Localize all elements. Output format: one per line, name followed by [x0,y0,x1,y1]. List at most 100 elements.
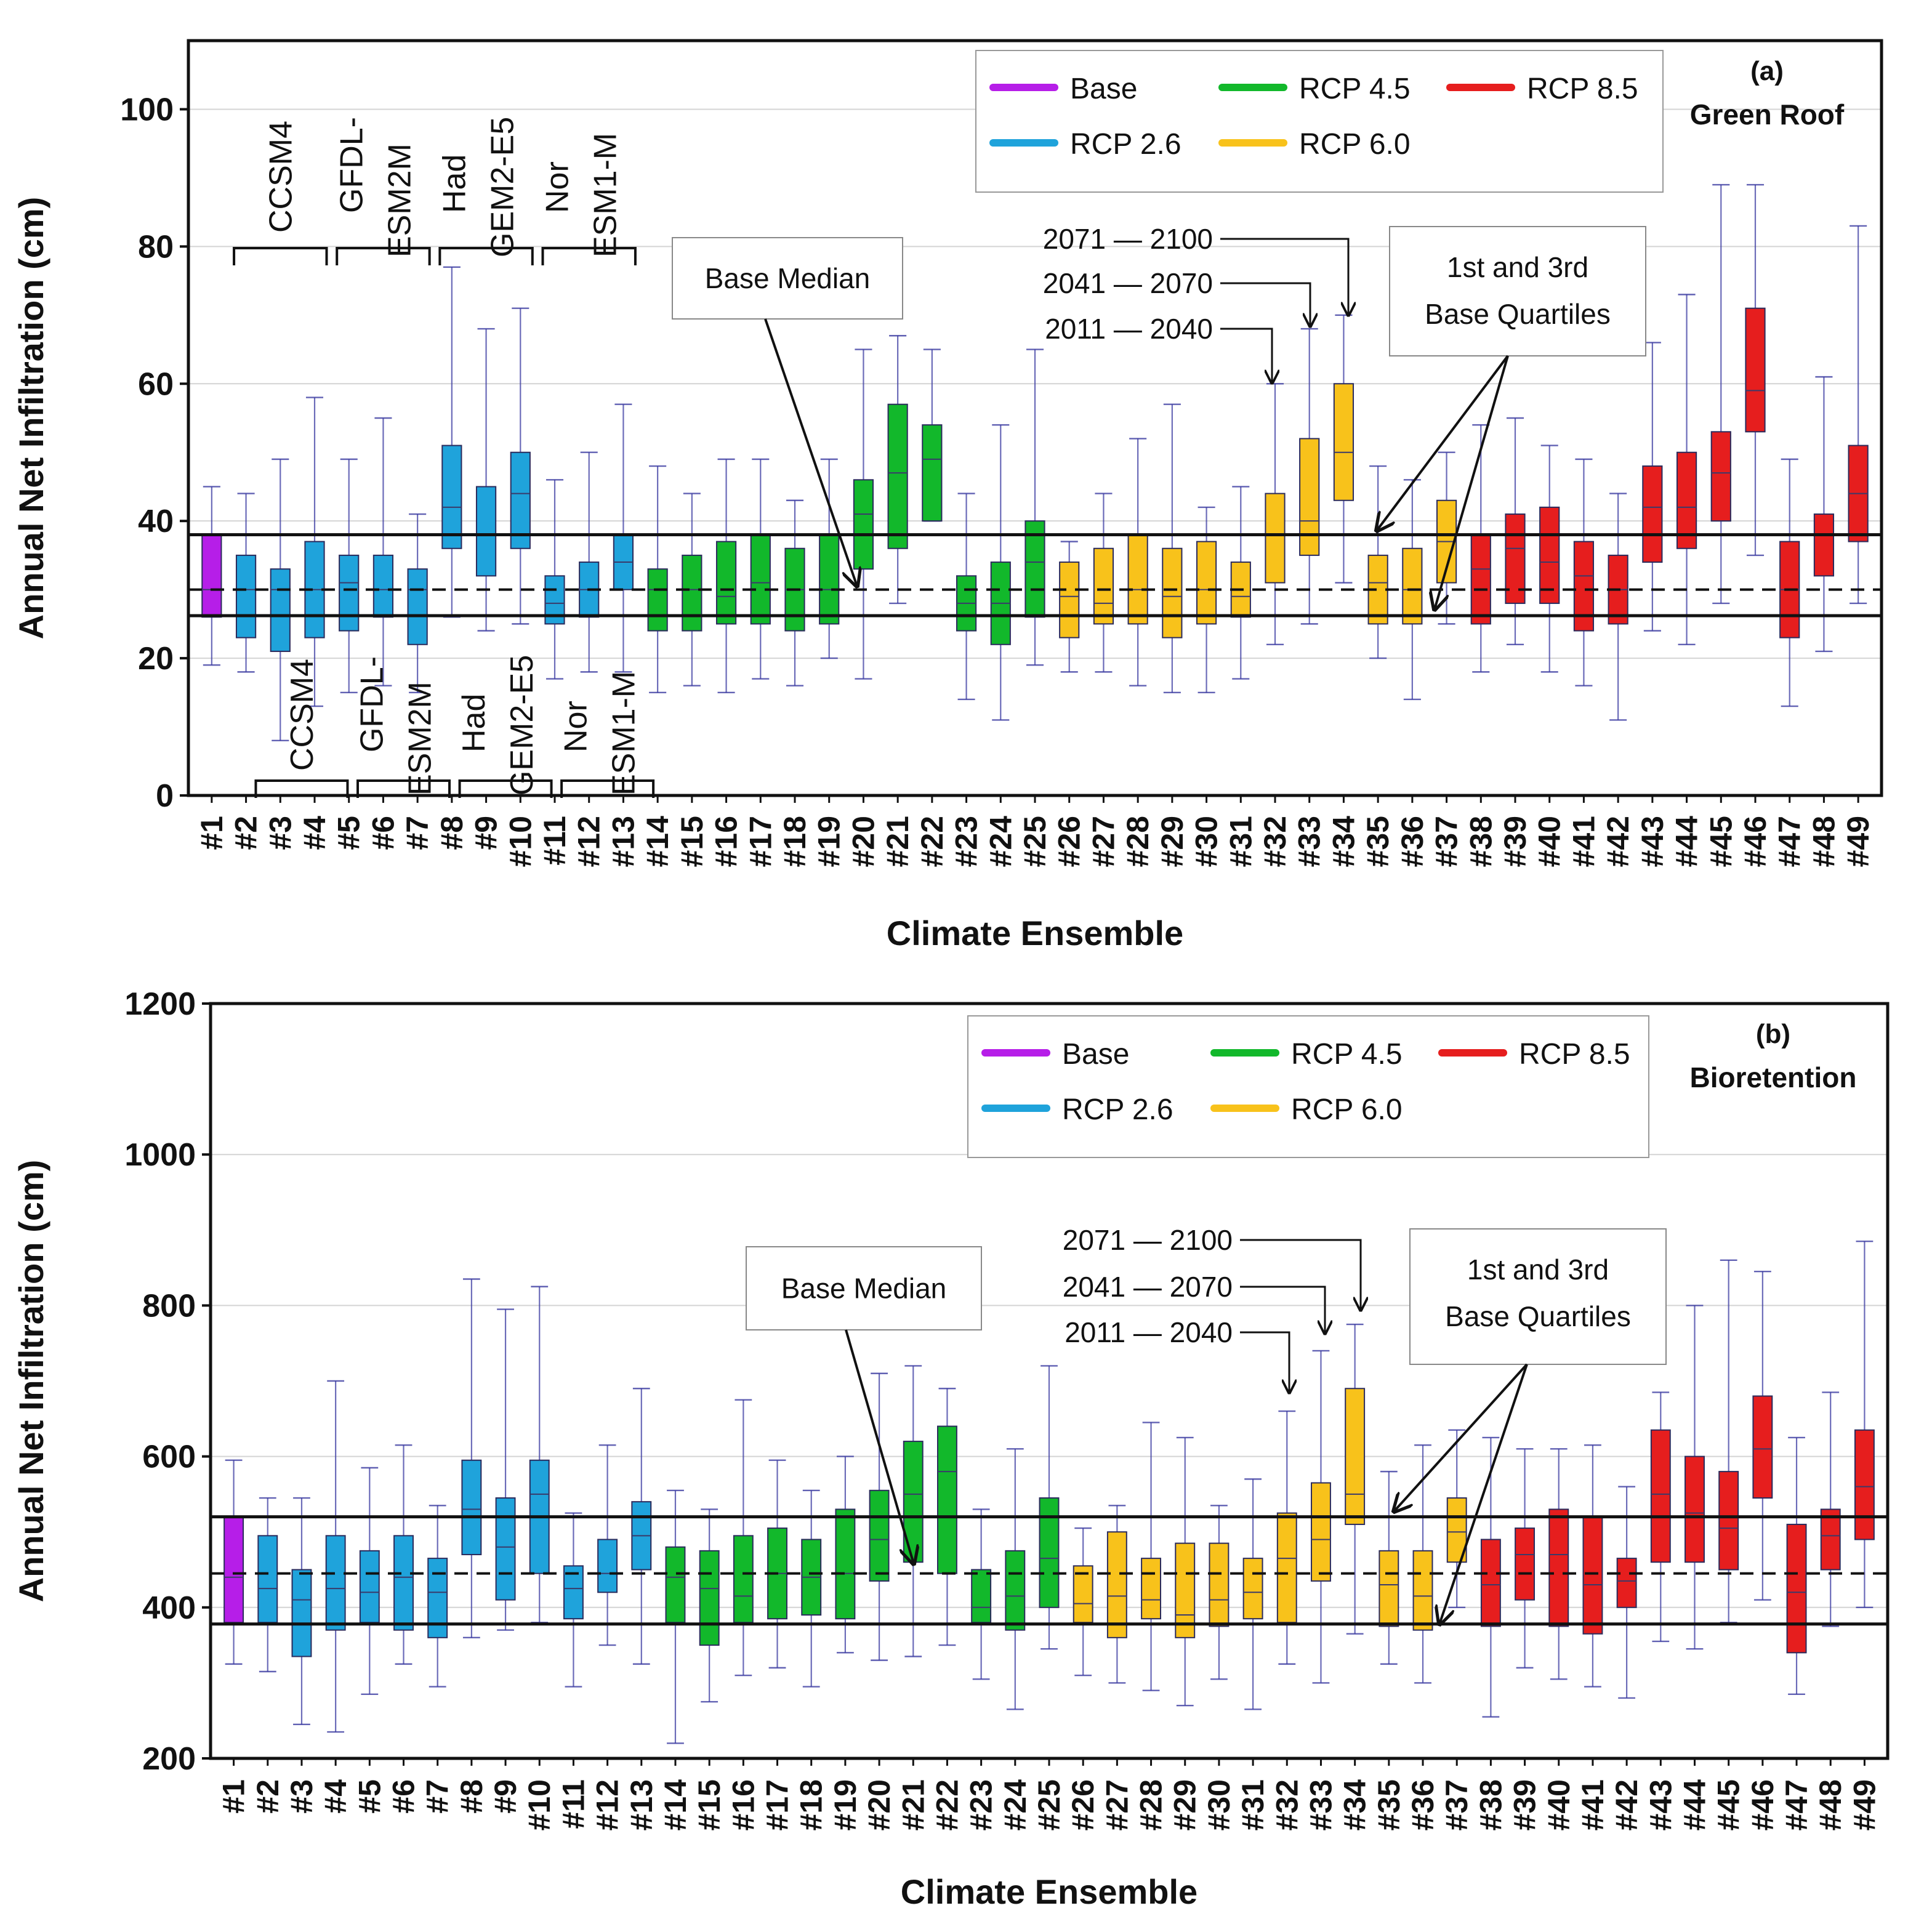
box-iqr [715,541,737,625]
quartiles-arrow [1439,1364,1528,1624]
x-tick-label: #11 [556,1779,590,1829]
legend-label: RCP 6.0 [1291,1093,1403,1126]
chart-panel-a: 0 20 40 60 80 100 Annual Net Infiltration (cm)… [12,39,1883,952]
box-iqr [1162,547,1183,638]
box-iqr [887,403,908,549]
box-iqr [1752,1395,1773,1499]
x-tick-label: #37 [1430,816,1464,867]
x-tick-label: #11 [537,816,572,866]
box-iqr [1175,1542,1196,1638]
box-iqr [1650,1429,1671,1563]
quartiles-arrow [1394,1363,1528,1511]
y-tick-label: 1200 [124,986,196,1022]
x-tick-label: #40 [1532,816,1567,867]
box-n29 [1162,403,1183,694]
box-iqr [1141,1558,1162,1620]
box-n20 [853,348,874,680]
box-n16 [733,1399,754,1676]
box-iqr [1024,520,1045,618]
y-tick-label: 80 [138,229,174,265]
gcm-bracket [541,247,637,265]
x-tick-label: #29 [1168,1779,1202,1830]
box-n4 [325,1380,346,1733]
x-tick-label: #25 [1032,1779,1066,1830]
box-n33 [1311,1350,1331,1684]
x-tick-label: #6 [387,1779,421,1814]
box-n6 [393,1444,414,1665]
box-n13 [631,1388,652,1665]
x-tick-label: #22 [915,816,949,867]
box-iqr [1106,1531,1127,1638]
y-tick-label: 40 [138,504,174,539]
box-n16 [715,458,737,694]
period-label: 2011 — 2040 [1065,1316,1233,1348]
x-tick-label: #35 [1372,1779,1406,1830]
x-tick-label: #32 [1270,1779,1304,1830]
x-tick-label: #21 [896,1779,930,1830]
box-n32 [1276,1410,1297,1665]
box-iqr [201,534,222,618]
box-iqr [1685,1455,1705,1563]
box-n9 [475,328,497,632]
box-n9 [495,1308,516,1631]
x-tick-label: #49 [1847,1779,1882,1830]
x-tick-label: #40 [1542,1779,1576,1830]
box-n26 [1073,1527,1093,1676]
x-tick-label: #44 [1670,816,1704,867]
box-iqr [1127,534,1148,625]
box-iqr [1582,1516,1603,1635]
box-n3 [270,458,291,742]
box-iqr [495,1497,516,1601]
box-n3 [291,1497,312,1726]
x-tick-label: #5 [352,1779,387,1814]
box-n45 [1710,183,1731,605]
x-tick-label: #1 [195,816,229,850]
period-label: 2041 — 2070 [1043,267,1213,299]
box-n49 [1854,1240,1875,1609]
box-n48 [1820,1391,1841,1627]
box-iqr [1345,1388,1366,1525]
box-iqr [257,1535,278,1624]
x-tick-label: #48 [1813,1779,1848,1830]
box-iqr [1276,1512,1297,1624]
gcm-label-line1: Had [437,155,473,213]
gcm-bracket [458,779,553,798]
x-tick-label: #29 [1155,816,1189,867]
panel-label: (a) [1750,56,1784,86]
x-tick-label: #13 [606,816,640,867]
legend: Base RCP 2.6 RCP 4.5 RCP 6.0 RCP 8.5 [967,1015,1649,1158]
box-n36 [1402,479,1423,701]
gcm-label-line1: GFDL- [355,656,390,752]
x-tick-label: #30 [1202,1779,1236,1830]
x-tick-label: #21 [880,816,915,867]
x-tick-label: #23 [964,1779,999,1830]
x-tick-label: #43 [1643,1779,1678,1830]
box-n18 [801,1489,822,1688]
base-median-callout: Base Median [705,262,871,294]
box-iqr [682,554,702,632]
base-median-arrow [845,1329,914,1564]
box-n28 [1141,1422,1162,1691]
legend-label: RCP 2.6 [1070,128,1181,161]
period-label: 2041 — 2070 [1063,1271,1233,1303]
box-n19 [819,458,840,659]
y-axis-label: Annual Net Infiltration (cm) [12,1160,50,1603]
x-tick-label: #10 [503,816,537,867]
x-tick-label: #13 [624,1779,659,1830]
base-median-callout-box [672,237,903,320]
box-iqr [869,1489,890,1582]
x-tick-label: #25 [1018,816,1052,867]
x-tick-label: #4 [297,816,332,850]
gcm-bracket [336,247,431,265]
box-iqr [1718,1471,1739,1571]
gcm-label-line1: CCSM4 [284,659,320,771]
box-iqr [1470,534,1491,625]
gcm-bracket [560,779,655,798]
box-iqr [936,1425,957,1574]
quartiles-callout-line1: 1st and 3rd [1447,251,1588,283]
quartiles-callout-box [1409,1228,1667,1365]
x-tick-label: #19 [828,1779,863,1830]
x-tick-label: #15 [675,816,709,867]
x-tick-label: #17 [743,816,778,867]
period-label: 2011 — 2040 [1045,313,1213,345]
